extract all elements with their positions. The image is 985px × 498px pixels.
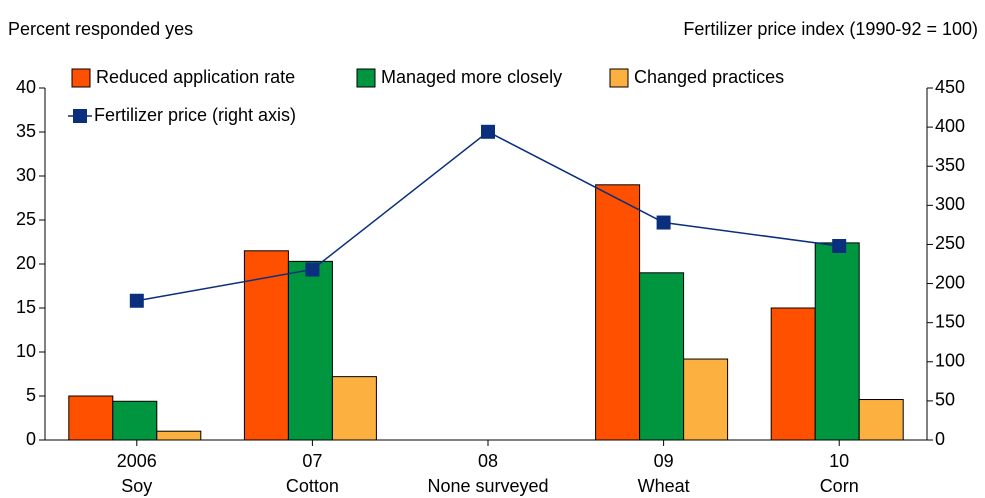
y2-tick-label: 150 [935, 311, 965, 331]
y-tick-label: 15 [16, 297, 36, 317]
legend-label: Reduced application rate [96, 67, 295, 87]
x-tick-sublabel: Wheat [638, 476, 690, 496]
y2-tick-label: 400 [935, 116, 965, 136]
line [136, 130, 840, 302]
y-tick-label: 20 [16, 253, 36, 273]
x-tick-label: 07 [302, 451, 322, 471]
y2-tick-label: 450 [935, 77, 965, 97]
y2-tick-label: 50 [935, 390, 955, 410]
y-tick-label: 35 [16, 121, 36, 141]
bar [595, 184, 641, 441]
legend-label: Fertilizer price (right axis) [94, 105, 296, 125]
legend-swatch [356, 68, 376, 88]
y-tick-label: 0 [26, 429, 36, 449]
bar [858, 399, 904, 441]
x-tick-sublabel: Cotton [286, 476, 339, 496]
legend-label: Changed practices [634, 67, 784, 87]
x-tick-label: 10 [829, 451, 849, 471]
y2-tick-label: 350 [935, 155, 965, 175]
bar [287, 260, 333, 441]
marker [832, 239, 847, 254]
y-tick-label: 40 [16, 77, 36, 97]
bar [683, 358, 729, 441]
bar [639, 272, 685, 441]
legend-swatch [609, 68, 629, 88]
y-tick-label: 30 [16, 165, 36, 185]
x-tick-label: 08 [478, 451, 498, 471]
legend-swatch [71, 68, 91, 88]
bar [770, 307, 816, 441]
y-tick-label: 5 [26, 385, 36, 405]
x-tick-sublabel: Corn [820, 476, 859, 496]
y-tick-label: 10 [16, 341, 36, 361]
y2-axis-title: Fertilizer price index (1990-92 = 100) [683, 19, 978, 39]
bar [112, 400, 158, 441]
y-tick-label: 25 [16, 209, 36, 229]
marker [481, 124, 495, 139]
marker [656, 215, 671, 230]
x-tick-sublabel: None surveyed [427, 476, 548, 496]
legend-marker [73, 109, 87, 123]
bar [814, 242, 860, 441]
bar [68, 395, 114, 441]
x-tick-label: 2006 [117, 451, 157, 471]
x-tick-label: 09 [654, 451, 674, 471]
y2-tick-label: 200 [935, 272, 965, 292]
y2-tick-label: 100 [935, 351, 965, 371]
bar [243, 250, 289, 441]
y2-tick-label: 0 [935, 429, 945, 449]
y2-tick-label: 250 [935, 233, 965, 253]
y2-tick-label: 300 [935, 194, 965, 214]
bar [156, 430, 202, 441]
marker [129, 293, 144, 308]
marker [305, 262, 320, 277]
y-axis-title: Percent responded yes [8, 19, 193, 39]
x-tick-sublabel: Soy [121, 476, 152, 496]
legend-label: Managed more closely [381, 67, 562, 87]
bar [331, 376, 377, 441]
